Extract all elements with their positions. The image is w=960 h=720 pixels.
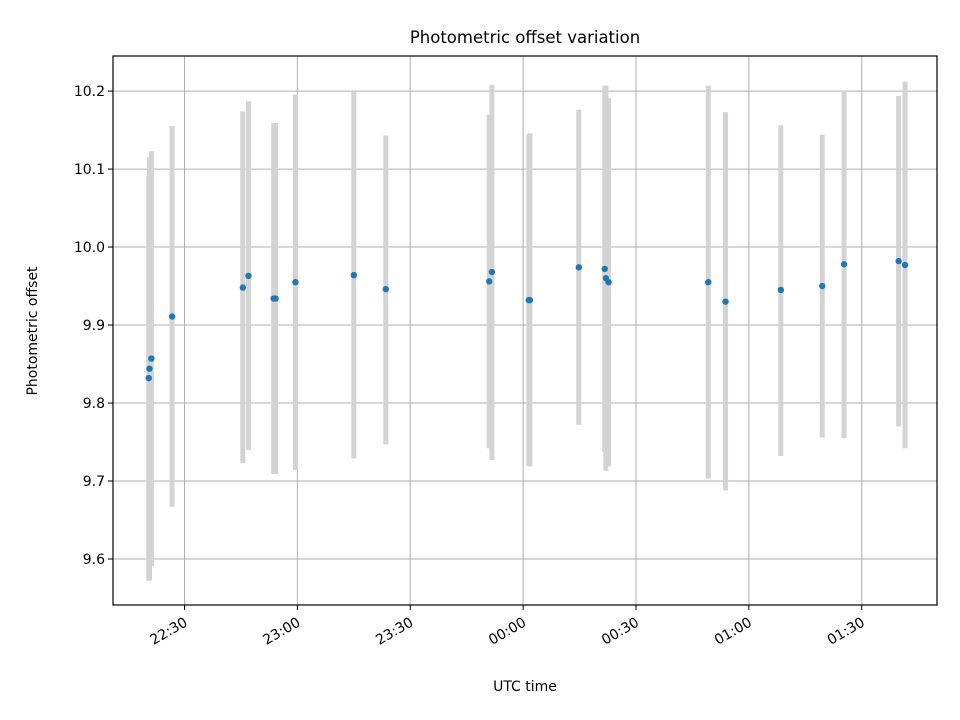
data-point [819, 282, 826, 290]
data-points [145, 257, 909, 382]
error-bars [146, 81, 908, 581]
data-point [292, 278, 299, 286]
data-point [146, 365, 153, 372]
data-point [382, 285, 389, 293]
y-tick-label: 9.7 [83, 474, 105, 490]
x-axis-label: UTC time [493, 679, 557, 695]
y-tick-label: 10.2 [74, 84, 105, 100]
data-point [575, 264, 583, 271]
y-tick-label: 10.1 [74, 162, 105, 178]
data-point [605, 278, 612, 286]
data-point [488, 268, 496, 276]
data-point [168, 313, 176, 320]
x-tick-label: 23:00 [260, 615, 303, 649]
y-tick-label: 9.6 [83, 552, 105, 568]
x-tick-label: 00:00 [486, 615, 529, 649]
data-point [350, 271, 358, 279]
data-point [486, 278, 493, 285]
y-axis-ticks: 9.6 9.7 9.8 9.9 10.0 10.1 10.2 [74, 84, 113, 568]
data-point [145, 374, 152, 382]
y-axis-label: Photometric offset [25, 266, 41, 396]
data-point [239, 284, 247, 291]
data-point [722, 298, 729, 305]
y-tick-label: 10.0 [74, 240, 105, 256]
data-point [601, 265, 608, 273]
x-axis-ticks: 22:30 23:00 23:30 00:00 00:30 01:00 01:30 [148, 605, 868, 649]
x-tick-label: 01:30 [825, 615, 868, 649]
grid [113, 56, 937, 605]
y-tick-label: 9.8 [83, 396, 105, 412]
x-tick-label: 22:30 [148, 615, 191, 649]
x-tick-label: 00:30 [599, 615, 642, 649]
data-point [840, 261, 848, 268]
x-tick-label: 23:30 [373, 615, 416, 649]
data-point [777, 286, 785, 294]
data-point [148, 355, 155, 362]
data-point [526, 296, 534, 304]
plot-frame [112, 55, 938, 606]
data-point [895, 257, 902, 265]
x-tick-label: 01:00 [712, 615, 755, 649]
data-point [705, 278, 712, 286]
data-point [901, 261, 909, 269]
chart-title: Photometric offset variation [410, 28, 640, 47]
data-point [245, 272, 252, 280]
data-point [272, 295, 279, 302]
y-tick-label: 9.9 [83, 318, 105, 334]
